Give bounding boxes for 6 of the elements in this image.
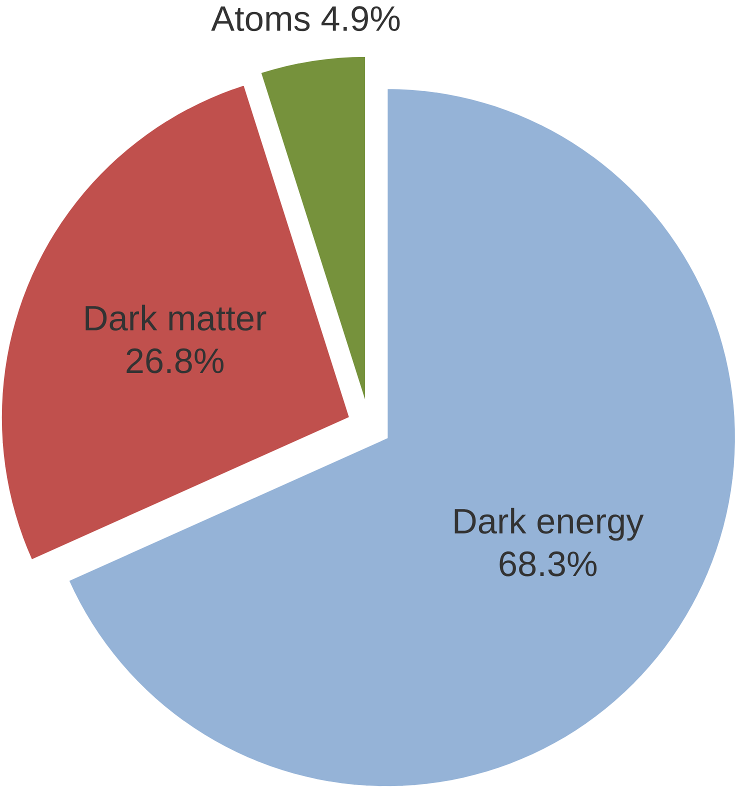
data-label: 4.9% (322, 6, 400, 32)
slice-label: Atoms (211, 6, 310, 32)
data-label: 68.3% (500, 551, 597, 576)
data-label: 26.8% (126, 348, 224, 374)
slice-label: Dark matter (86, 304, 266, 331)
slice-label: Dark energy (454, 508, 644, 541)
